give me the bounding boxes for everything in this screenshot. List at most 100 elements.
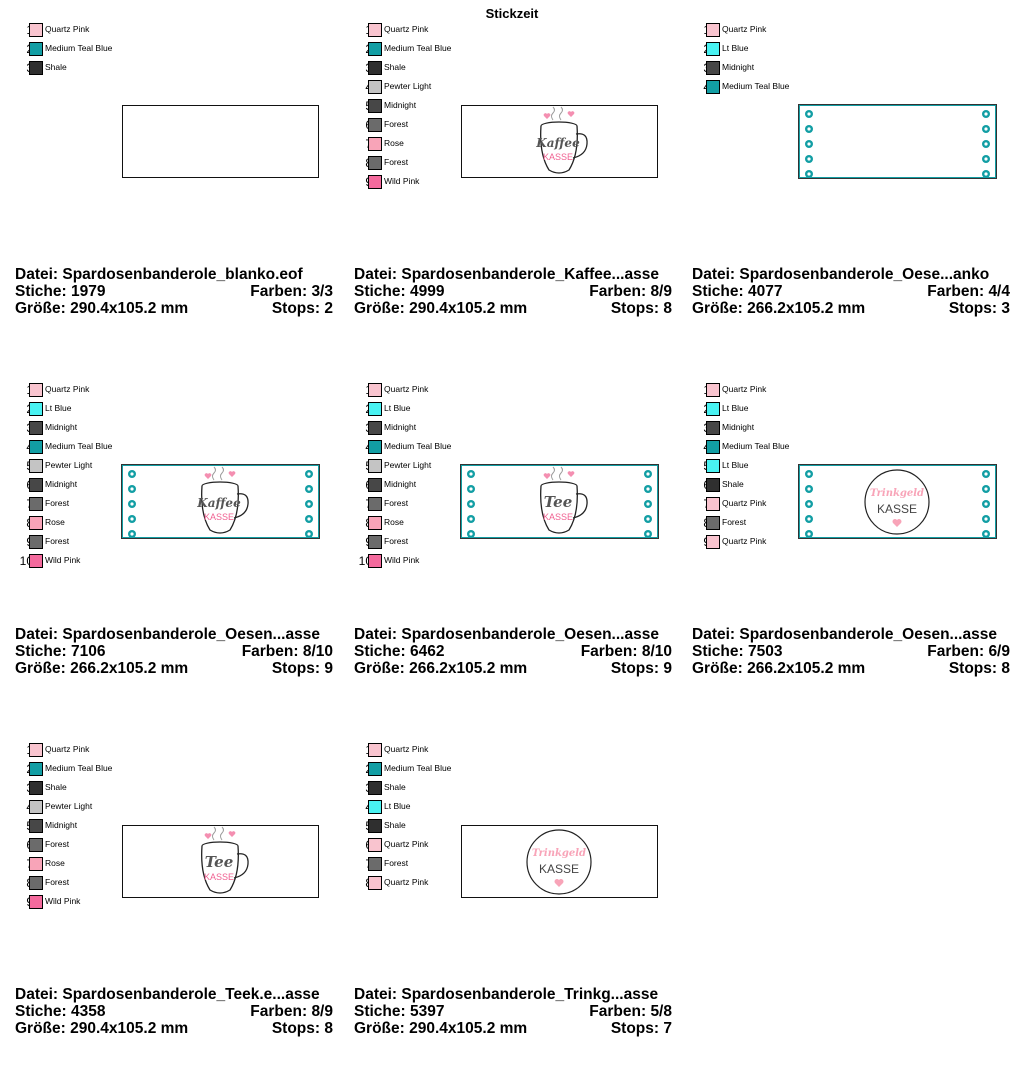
file-label: Datei: — [692, 266, 740, 283]
mug-sub: KASSE — [204, 512, 234, 522]
stitch-count: Stiche: 1979 — [15, 283, 106, 300]
circle-word: Trinkgeld — [532, 848, 586, 859]
mug-word: Tee — [205, 853, 234, 871]
thread-name: Midnight — [384, 422, 417, 432]
thread-name: Quartz Pink — [384, 839, 429, 849]
thread-name: Quartz Pink — [722, 384, 767, 394]
color-swatch — [29, 402, 43, 416]
thread-name: Quartz Pink — [384, 744, 429, 754]
thread-name: Forest — [384, 536, 409, 546]
design-info: Datei: Spardosenbanderole_Oesen...asse St… — [15, 626, 333, 677]
color-swatch — [368, 402, 382, 416]
thread-name: Quartz Pink — [722, 24, 767, 34]
color-swatch — [368, 156, 382, 170]
design-info: Datei: Spardosenbanderole_Oesen...asse St… — [692, 626, 1010, 677]
design-card: 1Quartz Pink2Medium Teal Blue3Shale4Lt B… — [354, 720, 684, 1050]
eyelet-icon — [305, 485, 313, 493]
design-info: Datei: Spardosenbanderole_Oese...anko Sti… — [692, 266, 1010, 317]
thread-color-row: 9Forest — [354, 534, 464, 553]
color-swatch — [368, 459, 382, 473]
eyelet-icon — [805, 515, 813, 523]
color-swatch — [29, 819, 43, 833]
thread-color-row: 6Shale — [692, 477, 802, 496]
thread-name: Forest — [384, 119, 409, 129]
eyelet-icon — [982, 140, 990, 148]
heart-icon — [554, 879, 564, 887]
color-swatch — [29, 838, 43, 852]
design-card: 1Quartz Pink2Medium Teal Blue3Shale4Pewt… — [15, 720, 345, 1050]
color-swatch — [368, 42, 382, 56]
color-swatch — [706, 535, 720, 549]
thread-name: Midnight — [45, 820, 78, 830]
thread-name: Medium Teal Blue — [45, 43, 113, 53]
thread-color-row: 4Medium Teal Blue — [692, 79, 802, 98]
thread-name: Midnight — [722, 62, 755, 72]
thread-color-row: 2Lt Blue — [15, 401, 125, 420]
thread-name: Rose — [384, 138, 404, 148]
design-size: Größe: 266.2x105.2 mm — [15, 660, 189, 677]
size-line: Größe: 266.2x105.2 mm Stops: 8 — [692, 660, 1010, 677]
color-swatch — [706, 440, 720, 454]
design-preview: Kaffee KASSE — [461, 105, 658, 178]
mug-icon — [201, 841, 249, 894]
thread-name: Medium Teal Blue — [722, 441, 790, 451]
mug-sub: KASSE — [543, 512, 573, 522]
thread-color-row: 1Quartz Pink — [354, 382, 464, 401]
thread-color-list: 1Quartz Pink2Medium Teal Blue3Shale4Pewt… — [354, 22, 464, 193]
color-swatch — [706, 497, 720, 511]
color-swatch — [29, 554, 43, 568]
thread-name: Quartz Pink — [384, 24, 429, 34]
color-swatch — [706, 23, 720, 37]
thread-color-row: 4Medium Teal Blue — [15, 439, 125, 458]
eyelet-icon — [128, 470, 136, 478]
color-count: Farben: 8/9 — [250, 1003, 333, 1020]
thread-color-list: 1Quartz Pink2Lt Blue3Midnight4Medium Tea… — [692, 22, 802, 98]
file-label: Datei: — [15, 986, 63, 1003]
file-line: Datei: Spardosenbanderole_Trinkg...asse — [354, 986, 672, 1003]
design-size: Größe: 266.2x105.2 mm — [354, 660, 528, 677]
color-swatch — [368, 819, 382, 833]
stop-count: Stops: 3 — [948, 300, 1010, 317]
color-swatch — [706, 61, 720, 75]
thread-color-row: 2Lt Blue — [692, 41, 802, 60]
color-swatch — [368, 478, 382, 492]
mug-word: Kaffee — [535, 136, 580, 150]
color-swatch — [29, 478, 43, 492]
stop-count: Stops: 7 — [610, 1020, 672, 1037]
thread-color-row: 6Midnight — [354, 477, 464, 496]
thread-color-row: 2Lt Blue — [354, 401, 464, 420]
thread-color-row: 3Midnight — [354, 420, 464, 439]
size-line: Größe: 290.4x105.2 mm Stops: 8 — [15, 1020, 333, 1037]
mug-icon — [201, 481, 249, 534]
thread-name: Quartz Pink — [45, 24, 90, 34]
stitch-line: Stiche: 7106 Farben: 8/10 — [15, 643, 333, 660]
eyelet-icon — [644, 485, 652, 493]
design-card: 1Quartz Pink2Lt Blue3Midnight4Medium Tea… — [692, 360, 1022, 690]
design-preview — [798, 104, 997, 179]
thread-color-row: 8Forest — [15, 875, 125, 894]
thread-color-row: 2Medium Teal Blue — [15, 761, 125, 780]
thread-name: Quartz Pink — [45, 384, 90, 394]
eyelet-icon — [467, 530, 475, 537]
mug-sub: KASSE — [543, 152, 573, 162]
eyelet-icon — [982, 125, 990, 133]
design-info: Datei: Spardosenbanderole_Teek.e...asse S… — [15, 986, 333, 1037]
steam-icon — [212, 466, 224, 481]
design-size: Größe: 290.4x105.2 mm — [354, 1020, 528, 1037]
mug-word: Tee — [544, 493, 573, 511]
thread-color-row: 7Quartz Pink — [692, 496, 802, 515]
eyelet-icon — [467, 500, 475, 508]
size-line: Größe: 290.4x105.2 mm Stops: 7 — [354, 1020, 672, 1037]
color-swatch — [29, 383, 43, 397]
thread-color-row: 3Shale — [15, 780, 125, 799]
thread-name: Pewter Light — [384, 81, 432, 91]
thread-name: Lt Blue — [722, 460, 749, 470]
stop-count: Stops: 8 — [610, 300, 672, 317]
color-count: Farben: 3/3 — [250, 283, 333, 300]
color-swatch — [706, 516, 720, 530]
design-size: Größe: 266.2x105.2 mm — [692, 660, 866, 677]
file-line: Datei: Spardosenbanderole_Teek.e...asse — [15, 986, 333, 1003]
file-label: Datei: — [692, 626, 740, 643]
thread-color-row: 6Midnight — [15, 477, 125, 496]
